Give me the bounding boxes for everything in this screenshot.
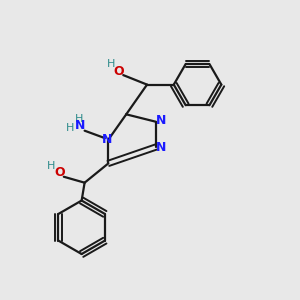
Text: O: O — [113, 65, 124, 78]
Text: H: H — [66, 123, 74, 133]
Text: N: N — [156, 141, 166, 154]
Text: N: N — [75, 119, 85, 132]
Text: N: N — [156, 114, 166, 127]
Text: O: O — [54, 167, 65, 179]
Text: N: N — [102, 133, 112, 146]
Text: H: H — [107, 59, 116, 69]
Text: H: H — [47, 161, 55, 171]
Text: H: H — [74, 114, 83, 124]
